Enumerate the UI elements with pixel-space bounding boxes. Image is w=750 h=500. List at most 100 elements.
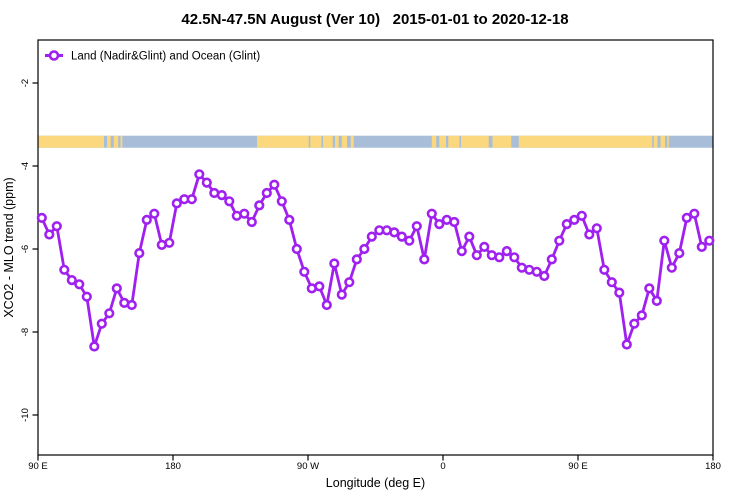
data-point <box>74 279 85 290</box>
land-segment <box>113 135 119 148</box>
land-segment <box>667 135 669 148</box>
data-point <box>321 299 332 311</box>
y-axis-title: XCO2 - MLO trend (ppm) <box>2 177 16 317</box>
y-axis: -2 -4 -6 -8 -10 <box>20 79 38 422</box>
land-ocean-map-band <box>38 135 713 148</box>
series-line <box>40 172 711 348</box>
land-segment <box>518 135 653 148</box>
data-point <box>224 196 235 207</box>
data-point <box>651 295 662 307</box>
data-point <box>314 281 325 292</box>
data-series <box>36 169 715 352</box>
data-point <box>704 235 715 246</box>
x-tick-label: 90 W <box>297 461 319 472</box>
data-point <box>104 308 115 319</box>
data-point <box>501 246 512 257</box>
data-point <box>546 254 557 265</box>
data-point <box>411 221 422 232</box>
x-axis: 90 E 180 90 W 0 90 E 180 <box>28 455 721 472</box>
x-tick-label: 180 <box>165 461 181 472</box>
data-point <box>621 339 632 350</box>
y-tick-label: -6 <box>20 245 31 253</box>
data-point <box>96 318 107 329</box>
data-point <box>509 252 520 263</box>
land-segment <box>107 135 111 148</box>
data-point <box>194 169 205 180</box>
data-point <box>419 254 430 265</box>
data-point <box>464 231 475 242</box>
data-point <box>186 194 197 205</box>
data-point <box>614 287 625 298</box>
data-point <box>149 208 160 219</box>
data-point <box>494 252 505 263</box>
legend-label: Land (Nadir&Glint) and Ocean (Glint) <box>71 51 260 63</box>
data-point <box>59 264 70 275</box>
data-point <box>329 258 340 269</box>
land-segment <box>120 135 123 148</box>
data-point <box>539 270 550 282</box>
legend-point-symbol <box>48 50 60 61</box>
data-point <box>389 227 400 238</box>
data-point <box>636 310 647 321</box>
data-point <box>66 275 77 286</box>
data-point <box>81 291 92 302</box>
data-point <box>471 250 482 261</box>
x-axis-title: Longitude (deg E) <box>326 476 425 490</box>
data-point <box>359 243 370 255</box>
data-point <box>36 212 47 223</box>
plot-border <box>37 39 714 456</box>
data-point <box>644 283 655 294</box>
data-point <box>351 254 362 265</box>
legend: Land (Nadir&Glint) and Ocean (Glint) <box>45 50 260 63</box>
data-point <box>666 262 677 273</box>
data-point <box>629 318 640 329</box>
land-segment <box>653 135 658 148</box>
data-point <box>584 229 595 240</box>
x-tick-label: 180 <box>705 461 721 472</box>
land-segment <box>350 135 354 148</box>
land-segment <box>439 135 446 148</box>
x-tick-label: 90 E <box>28 461 48 472</box>
data-point <box>216 190 227 201</box>
land-segment <box>38 135 104 148</box>
data-point <box>681 212 692 223</box>
data-point <box>276 196 287 207</box>
data-point <box>171 198 182 209</box>
data-point <box>261 187 272 199</box>
x-tick-label: 0 <box>440 461 445 472</box>
data-point <box>689 208 700 219</box>
y-tick-label: -10 <box>20 408 31 422</box>
data-point <box>299 266 310 277</box>
land-segment <box>257 135 309 148</box>
land-segment <box>310 135 322 148</box>
data-point <box>591 223 602 234</box>
data-point <box>456 246 467 257</box>
data-point <box>201 177 212 188</box>
data-point <box>134 248 145 259</box>
land-segment <box>448 135 460 148</box>
data-point <box>246 216 257 228</box>
data-point <box>254 200 265 211</box>
data-point <box>89 341 100 352</box>
data-point <box>366 231 377 242</box>
land-segment <box>335 135 339 148</box>
data-point <box>344 277 355 288</box>
data-point <box>449 216 460 228</box>
data-point <box>164 237 175 248</box>
data-point <box>434 219 445 230</box>
data-point <box>111 283 122 294</box>
y-tick-label: -8 <box>20 328 31 336</box>
y-tick-label: -2 <box>20 79 31 87</box>
data-point <box>659 235 670 246</box>
data-point <box>239 208 250 219</box>
data-point <box>599 264 610 275</box>
data-point <box>576 210 587 221</box>
land-segment <box>492 135 512 148</box>
land-segment <box>341 135 347 148</box>
data-point <box>336 289 347 300</box>
data-point <box>269 179 280 190</box>
land-segment <box>461 135 489 148</box>
data-point <box>126 299 137 311</box>
